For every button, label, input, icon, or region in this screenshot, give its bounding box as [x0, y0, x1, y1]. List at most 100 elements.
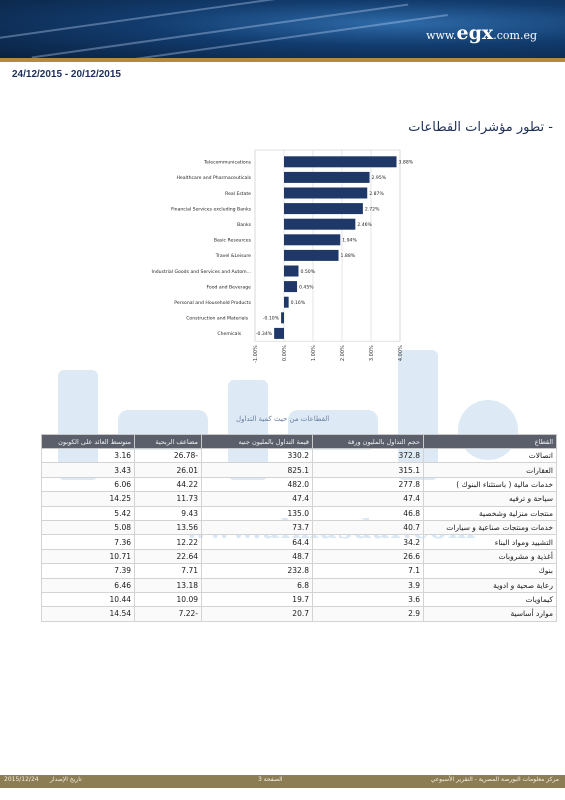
- cell-value: 20.7: [201, 606, 313, 622]
- table-row: 7.36 12.22 64.4 34.2 التشييد ومواد البناء: [41, 534, 557, 550]
- report-date-range: 24/12/2015 - 20/12/2015: [12, 69, 121, 80]
- cell-volume: 3.9: [312, 577, 424, 593]
- chart-x-tick-label: 3.00%: [369, 345, 375, 361]
- cell-value: 330.2: [201, 447, 313, 464]
- cell-yield: 5.42: [41, 505, 135, 521]
- footer-date-label: تاريخ الإصدار: [50, 776, 82, 783]
- cell-yield: 5.08: [41, 519, 135, 536]
- chart-bar: [284, 281, 298, 293]
- sector-performance-chart: -1.00% 0.00% 1.00% 2.00% 3.00% 4.00% Telecommu…: [151, 149, 414, 363]
- chart-bar: [274, 327, 284, 339]
- chart-category-label: Travel &Leisure: [215, 253, 251, 259]
- cell-pe: 13.18: [134, 577, 202, 593]
- cell-yield: 10.44: [41, 591, 135, 608]
- cell-pe: 12.22: [134, 534, 202, 550]
- cell-yield: 6.46: [41, 577, 135, 593]
- chart-value-label: 0.16%: [291, 300, 306, 306]
- cell-sector: رعاية صحية و ادوية: [423, 577, 557, 593]
- chart-x-tick-label: 4.00%: [398, 345, 404, 361]
- chart-value-label: 1.94%: [342, 238, 357, 244]
- table-row: 10.44 10.09 19.7 3.6 كيماويات: [41, 591, 557, 608]
- cell-volume: 46.8: [312, 505, 424, 521]
- footer-bar: 2015/12/24 تاريخ الإصدار الصفحة 3 مركز م…: [0, 775, 565, 788]
- table-caption: القطاعات من حيث كمية التداول: [236, 415, 330, 423]
- cell-yield: 7.36: [41, 534, 135, 550]
- chart-category-label: Construction and Materials: [186, 316, 248, 322]
- chart-category-label: Chemicals: [217, 331, 241, 337]
- table-row: 14.25 11.73 47.4 47.4 سياحة و ترفيه: [41, 491, 557, 507]
- section-title: - تطور مؤشرات القطاعات: [408, 120, 553, 135]
- chart-x-tick-label: 2.00%: [340, 345, 346, 361]
- site-url[interactable]: www.egx.com.eg: [426, 22, 537, 44]
- chart-category-label: Healthcare and Pharmaceuticals: [176, 175, 251, 181]
- cell-volume: 26.6: [312, 548, 424, 565]
- col-header-pe: مضاعف الربحية: [134, 434, 202, 449]
- cell-sector: سياحة و ترفيه: [423, 491, 557, 507]
- cell-value: 19.7: [201, 591, 313, 608]
- chart-value-label: 1.88%: [341, 253, 356, 259]
- cell-pe: 22.64: [134, 548, 202, 565]
- cell-value: 482.0: [201, 476, 313, 493]
- chart-x-tick-label: -1.00%: [253, 345, 259, 363]
- cell-volume: 315.1: [312, 462, 424, 478]
- chart-x-tick-label: 0.00%: [282, 345, 288, 361]
- chart-category-label: Banks: [237, 222, 252, 228]
- chart-value-label: 0.45%: [299, 284, 314, 290]
- cell-volume: 40.7: [312, 519, 424, 536]
- table-row: 3.43 26.01 825.1 315.1 العقارات: [41, 462, 557, 478]
- chart-category-label: Industrial Goods and Services and Autom.…: [151, 269, 251, 275]
- cell-pe: 10.09: [134, 591, 202, 608]
- cell-sector: اتصالات: [423, 447, 557, 464]
- cell-sector: أغذية و مشروبات: [423, 548, 557, 565]
- chart-category-label: Basic Resources: [214, 238, 252, 244]
- cell-sector: خدمات ومنتجات صناعية و سيارات: [423, 519, 557, 536]
- cell-volume: 47.4: [312, 491, 424, 507]
- cell-yield: 10.71: [41, 548, 135, 565]
- cell-yield: 14.25: [41, 491, 135, 507]
- cell-yield: 3.16: [41, 447, 135, 464]
- chart-category-label: Telecommunications: [203, 160, 251, 166]
- chart-bar: [284, 156, 397, 168]
- table-header-row: متوسط العائد على الكوبون مضاعف الربحية ق…: [41, 434, 557, 449]
- footer-page-number: الصفحة 3: [258, 776, 283, 783]
- footer-date: 2015/12/24: [4, 776, 39, 783]
- col-header-yield: متوسط العائد على الكوبون: [41, 434, 135, 449]
- cell-sector: كيماويات: [423, 591, 557, 608]
- cell-value: 232.8: [201, 563, 313, 579]
- footer-source: مركز معلومات البورصة المصرية - التقرير ا…: [430, 776, 559, 783]
- cell-value: 48.7: [201, 548, 313, 565]
- chart-bar: [281, 312, 284, 324]
- cell-volume: 7.1: [312, 563, 424, 579]
- table-row: 6.06 44.22 482.0 277.8 خدمات مالية ( باستثنا…: [41, 476, 557, 493]
- cell-pe: 13.56: [134, 519, 202, 536]
- chart-category-label: Real Estate: [225, 191, 251, 197]
- cell-yield: 3.43: [41, 462, 135, 478]
- cell-pe: 26.01: [134, 462, 202, 478]
- table-row: 7.39 7.71 232.8 7.1 بنوك: [41, 563, 557, 579]
- cell-volume: 34.2: [312, 534, 424, 550]
- table-row: 10.71 22.64 48.7 26.6 أغذية و مشروبات: [41, 548, 557, 565]
- cell-volume: 277.8: [312, 476, 424, 493]
- cell-yield: 14.54: [41, 606, 135, 622]
- cell-sector: بنوك: [423, 563, 557, 579]
- sectors-table: متوسط العائد على الكوبون مضاعف الربحية ق…: [41, 434, 557, 622]
- table-row: 3.16 26.78- 330.2 372.8 اتصالات: [41, 447, 557, 464]
- chart-value-label: -0.10%: [263, 316, 280, 322]
- chart-bar: [284, 265, 299, 277]
- header-divider: [0, 58, 565, 62]
- cell-pe: 9.43: [134, 505, 202, 521]
- chart-bar: [284, 187, 368, 199]
- cell-value: 6.8: [201, 577, 313, 593]
- chart-bar: [284, 218, 356, 230]
- chart-value-label: -0.34%: [256, 331, 273, 337]
- col-header-sector: القطاع: [423, 434, 557, 449]
- cell-pe: 7.22-: [134, 606, 202, 622]
- cell-pe: 26.78-: [134, 447, 202, 464]
- chart-category-label: Financial Services excluding Banks: [171, 206, 252, 212]
- cell-value: 47.4: [201, 491, 313, 507]
- table-row: 5.08 13.56 73.7 40.7 خدمات ومنتجات صناعية و …: [41, 519, 557, 536]
- chart-bar: [284, 234, 341, 246]
- table-row: 6.46 13.18 6.8 3.9 رعاية صحية و ادوية: [41, 577, 557, 593]
- chart-category-label: Food and Beverage: [206, 284, 251, 290]
- chart-bar: [284, 249, 339, 261]
